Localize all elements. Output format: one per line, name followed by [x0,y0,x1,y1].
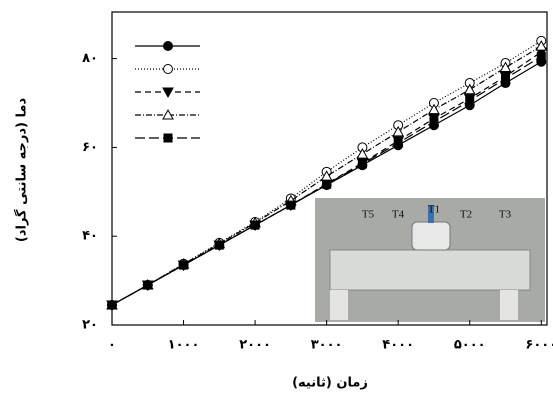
photo-leg [500,290,518,320]
x-tick-label: ۳۰۰۰ [311,338,343,353]
marker [214,240,224,250]
legend-marker [163,133,173,143]
marker [393,138,403,148]
plot-frame [111,11,548,326]
x-tick-label: ۶۰۰۰ [525,338,553,353]
marker [322,179,332,189]
series-group [106,35,548,312]
legend-marker [163,41,173,51]
inset-label: T1 [428,204,440,216]
y-tick-label: ۸۰ [82,51,98,66]
marker [357,159,367,169]
y-tick-label: ۲۰ [82,318,98,333]
x-tick-label: ۵۰۰۰ [454,338,486,353]
marker [501,74,511,84]
photo-trough [329,249,531,291]
marker [179,260,189,270]
legend-marker [162,108,174,120]
marker [465,96,475,106]
marker [428,103,440,115]
inset-label: T4 [392,209,405,221]
inset-photo: T5 T4 T1 T2 T3 [315,198,545,322]
x-tick-label: ۲۰۰۰ [239,338,271,353]
marker [463,83,476,95]
inset-label: T5 [362,209,375,221]
photo-leg [330,290,348,320]
legend-marker [163,64,173,74]
marker [286,200,296,210]
y-tick-label: ۴۰ [82,229,98,244]
x-axis-title: زمان (ثانیه) [292,376,368,391]
marker [499,61,512,72]
x-tick-label: ۴۰۰۰ [382,338,414,353]
marker [143,280,153,290]
marker [536,51,546,61]
inset-label: T2 [460,209,472,221]
marker [535,40,548,51]
x-tick-label: ۱۰۰۰ [168,338,200,353]
y-axis-title: دما (درجه سانتی گراد) [14,98,30,243]
marker [429,117,439,127]
inset-label: T3 [499,209,512,221]
y-tick-label: ۶۰ [82,140,98,155]
photo-heater [411,221,451,251]
marker [107,300,117,310]
marker [250,220,260,230]
marker [392,125,405,137]
photo-probe [428,205,434,223]
legend-marker [162,87,174,99]
x-tick-label: ۰ [108,338,116,353]
marker [356,148,369,159]
